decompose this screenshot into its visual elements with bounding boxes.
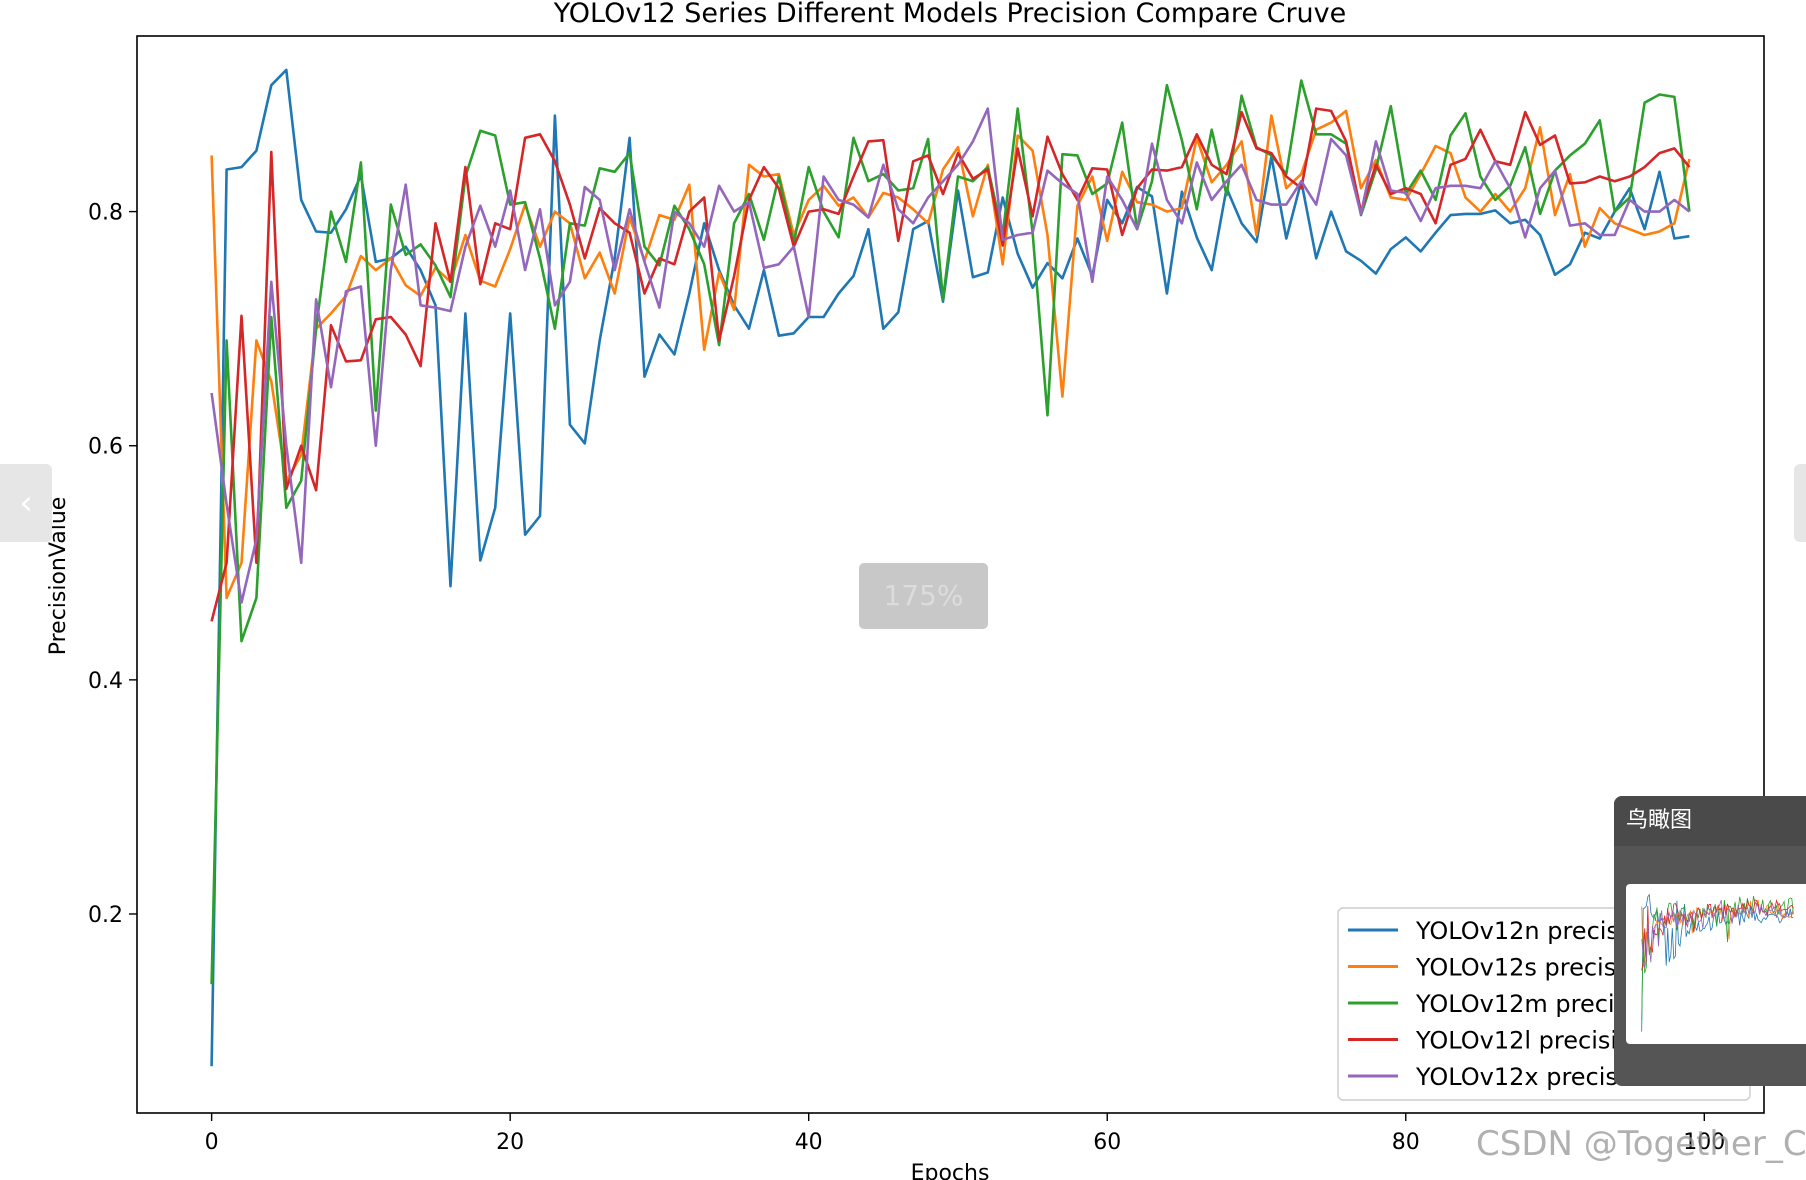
series-line-2: [210, 109, 1691, 600]
y-tick-label: 0.8: [88, 201, 123, 226]
thumbnail-series-line: [1641, 899, 1794, 968]
birdseye-thumbnail-chart: [1641, 893, 1794, 1032]
birdseye-panel[interactable]: 鸟瞰图: [1614, 796, 1806, 1086]
y-tick-label: 0.6: [88, 435, 123, 460]
next-image-button[interactable]: [1794, 464, 1806, 542]
birdseye-title: 鸟瞰图: [1614, 796, 1806, 846]
axes: 0 20 40 60 80 100 0.2 0.4 0.6 0.8: [88, 35, 1765, 1155]
y-tick-label: 0.2: [88, 903, 123, 928]
chart-title: YOLOv12 Series Different Models Precisio…: [553, 0, 1347, 29]
y-tick-label: 0.4: [88, 669, 123, 694]
x-axis-label: Epochs: [911, 1161, 990, 1180]
x-tick-label: 20: [496, 1130, 524, 1155]
birdseye-thumbnail[interactable]: [1626, 884, 1806, 1044]
previous-image-button[interactable]: ‹: [0, 464, 52, 542]
x-tick-label: 0: [205, 1130, 219, 1155]
zoom-level-badge: 175%: [859, 563, 988, 629]
plot-frame: [136, 35, 1765, 1114]
series-line-3: [210, 79, 1691, 985]
x-tick-label: 100: [1683, 1130, 1725, 1155]
watermark: CSDN @Together_CZ: [1476, 1124, 1806, 1164]
x-tick-label: 80: [1392, 1130, 1420, 1155]
x-tick-label: 60: [1093, 1130, 1121, 1155]
x-tick-label: 40: [795, 1130, 823, 1155]
series-lines: [210, 68, 1691, 1067]
series-line-5: [210, 107, 1691, 604]
chevron-left-icon: ‹: [19, 483, 33, 523]
